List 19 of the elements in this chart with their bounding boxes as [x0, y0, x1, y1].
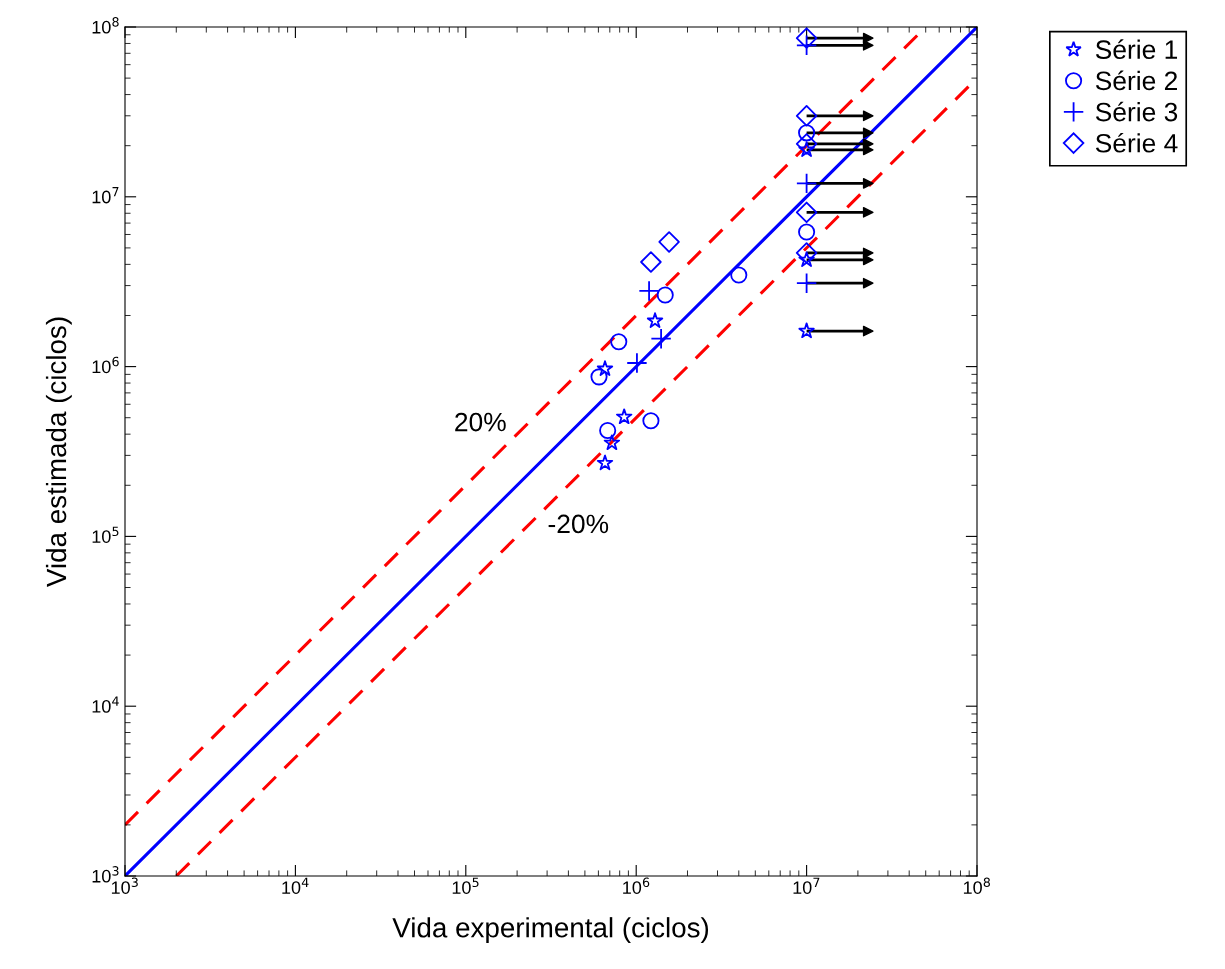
x-tick-label: 10$^{4}$: [282, 877, 309, 894]
x-tick-label: 10$^{8}$: [963, 877, 990, 894]
x-tick-label: 10$^{6}$: [623, 877, 650, 894]
legend-label: Série 2: [1095, 70, 1177, 91]
x-axis-title: Vida experimental (ciclos): [392, 917, 709, 944]
y-axis-title: Vida estimada (ciclos): [45, 317, 72, 587]
y-tick-label: 10$^{4}$: [92, 696, 119, 713]
y-tick-label: 10$^{8}$: [92, 17, 119, 34]
y-tick-label: 10$^{5}$: [92, 526, 119, 543]
x-tick-label: 10$^{3}$: [111, 877, 138, 894]
x-tick-label: 10$^{7}$: [793, 877, 820, 894]
legend-label: Série 4: [1095, 132, 1178, 153]
legend-label: Série 1: [1095, 39, 1178, 59]
y-tick-label: 10$^{6}$: [92, 356, 119, 374]
annotation: -20%: [548, 514, 609, 534]
legend-label: Série 3: [1095, 101, 1178, 122]
annotation: 20%: [455, 412, 506, 432]
y-tick-label: 10$^{7}$: [92, 187, 119, 204]
x-tick-label: 10$^{5}$: [452, 877, 479, 894]
